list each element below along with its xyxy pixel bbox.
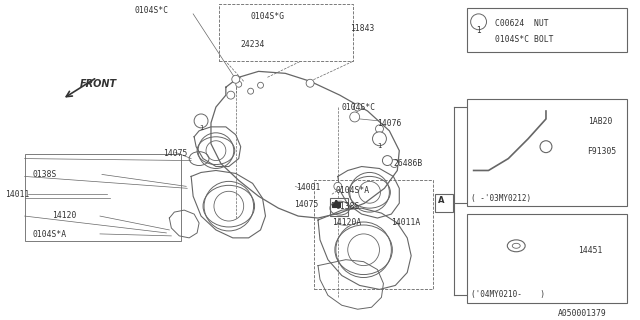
Circle shape [349,112,360,122]
Circle shape [236,81,242,87]
Text: A050001379: A050001379 [558,309,607,318]
Circle shape [194,114,208,128]
Circle shape [390,160,398,167]
Text: F91305: F91305 [588,147,617,156]
Bar [314,180,433,289]
Circle shape [334,182,342,190]
Bar [330,198,348,216]
Text: 0104S*A: 0104S*A [336,186,370,195]
Bar [332,202,340,207]
Text: C00624  NUT: C00624 NUT [495,19,549,28]
Text: ( -'03MY0212): ( -'03MY0212) [470,194,531,203]
Bar [467,99,627,206]
Text: 1: 1 [377,143,381,149]
Text: 14075: 14075 [163,149,188,158]
Circle shape [372,132,387,146]
Bar [219,4,353,61]
Text: 0104S*C BOLT: 0104S*C BOLT [495,35,554,44]
Text: 14075: 14075 [294,200,319,209]
Circle shape [227,91,235,99]
Text: 14011: 14011 [5,190,29,199]
Circle shape [232,75,240,83]
Text: 1: 1 [476,26,481,35]
Text: ('04MY0210-    ): ('04MY0210- ) [470,290,545,300]
Text: A: A [438,196,444,205]
Text: 1AB20: 1AB20 [588,117,612,126]
Circle shape [306,79,314,87]
Text: 0104S*C: 0104S*C [342,103,376,112]
Circle shape [376,125,383,133]
Text: 24234: 24234 [241,40,265,49]
Text: FRONT: FRONT [80,79,117,89]
Text: 26486B: 26486B [394,159,422,168]
Text: 11843: 11843 [349,24,374,33]
Text: 14001: 14001 [296,183,321,192]
Text: 14120A: 14120A [332,218,361,227]
Bar [435,194,453,212]
Text: 14451: 14451 [578,246,602,255]
Circle shape [248,88,253,94]
Text: 0104S*A: 0104S*A [33,230,67,239]
Text: 0138S: 0138S [33,171,57,180]
Bar [467,214,627,303]
Circle shape [383,156,392,165]
Text: 14120: 14120 [52,211,77,220]
Bar [25,154,181,241]
Circle shape [470,14,486,30]
Text: 14076: 14076 [378,119,402,128]
Text: A: A [333,200,339,209]
Circle shape [257,82,264,88]
Text: 14011A: 14011A [392,218,420,227]
Text: 0138S: 0138S [336,202,360,211]
Circle shape [354,103,362,111]
Text: 1: 1 [199,125,204,131]
Bar [467,8,627,52]
Circle shape [540,141,552,153]
Text: 0104S*G: 0104S*G [251,12,285,21]
Text: 0104S*C: 0104S*C [134,6,169,15]
